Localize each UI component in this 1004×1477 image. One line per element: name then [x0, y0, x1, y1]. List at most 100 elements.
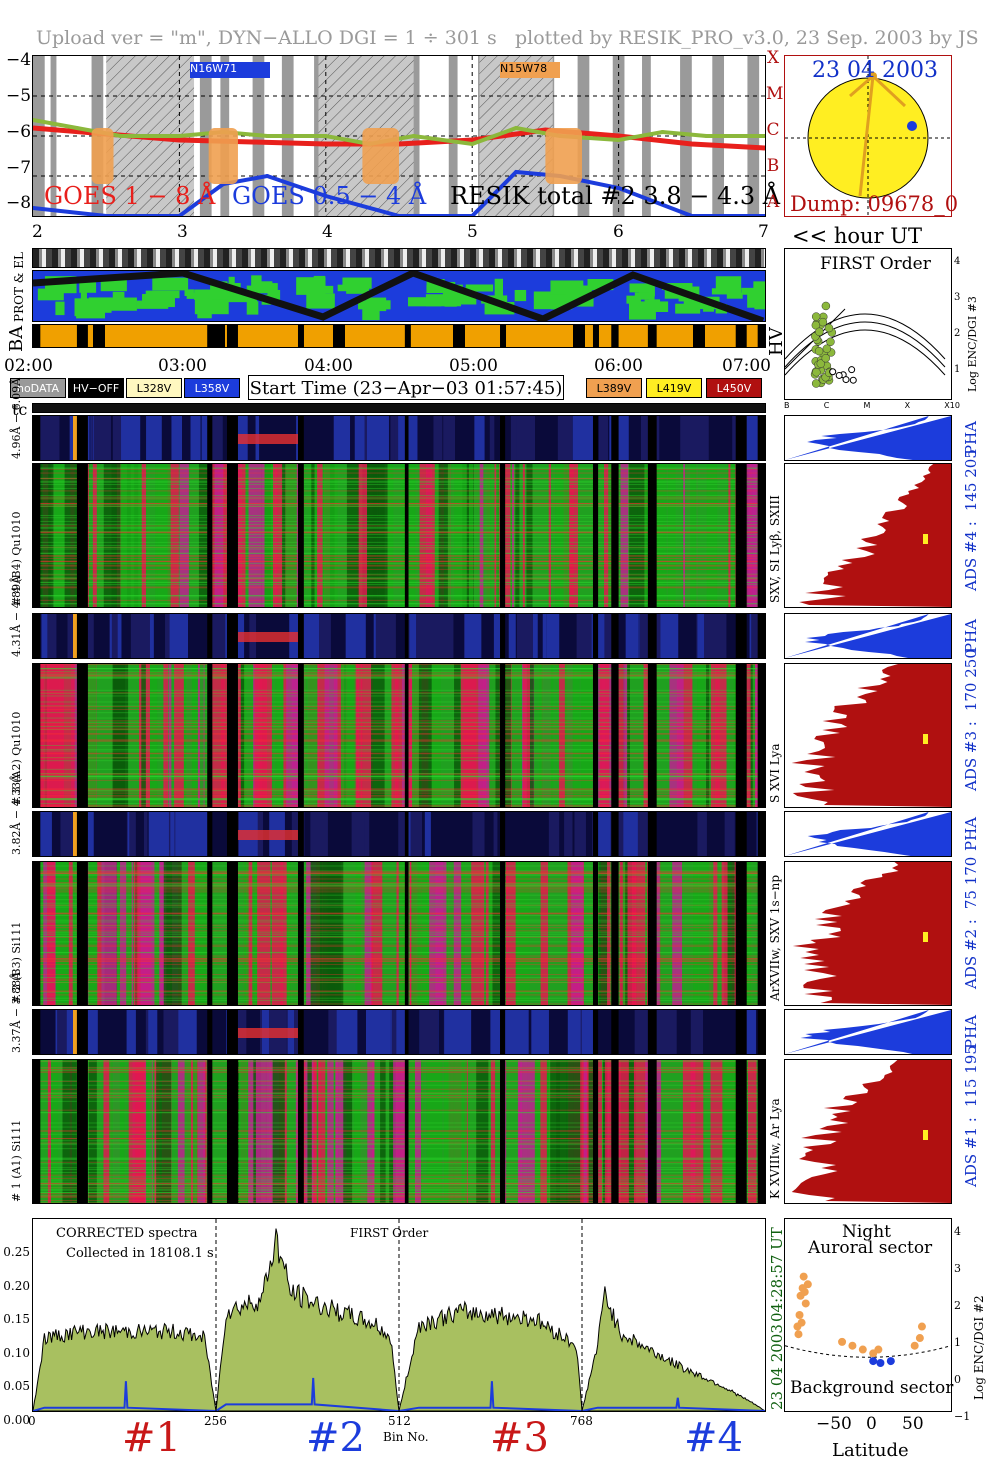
spectrogram-column	[629, 464, 640, 607]
spectrogram-row	[33, 553, 765, 555]
spectrogram-column	[168, 664, 172, 807]
saa-excursion	[545, 128, 582, 184]
spectrogram-column	[438, 464, 448, 607]
lat-point	[876, 1359, 885, 1367]
hour-tick: 3	[177, 222, 188, 242]
spectrogram-row	[33, 944, 765, 946]
spectrogram-column	[271, 862, 287, 1005]
strip-hvoff	[500, 416, 506, 460]
spectrogram-row	[33, 1191, 765, 1193]
spectrogram-row	[33, 882, 765, 884]
ads-label: ADS #4 : 145 205	[962, 449, 980, 591]
lat-point	[915, 1334, 924, 1343]
prot-blob	[228, 276, 235, 286]
pha-histogram	[785, 812, 951, 856]
pha-svg	[785, 1010, 951, 1054]
strip-band	[434, 614, 454, 658]
strip-band	[337, 416, 350, 460]
spectrogram-row	[33, 792, 765, 794]
spectrogram-hvoff	[226, 862, 238, 1005]
spectrogram-row	[33, 790, 765, 792]
spectrogram-row	[33, 1196, 765, 1198]
spectrogram-column	[103, 464, 109, 607]
spectrogram-row	[33, 514, 765, 516]
spectrogram-column	[476, 1060, 489, 1203]
spectrogram-row	[33, 873, 765, 875]
spectrogram-row	[33, 564, 765, 566]
spectrogram-row	[33, 933, 765, 935]
goes-y-tick: −8	[6, 193, 32, 213]
ads-histogram	[791, 664, 951, 807]
spectrogram-row	[33, 1172, 765, 1174]
spectrogram-row	[33, 967, 765, 969]
spectrogram-column	[490, 1060, 496, 1203]
ads-svg	[791, 664, 951, 807]
strip-band	[658, 614, 679, 658]
strip-band	[443, 416, 455, 460]
spectrogram-row	[33, 596, 765, 598]
spectrogram-row	[33, 523, 765, 525]
spectrogram-hvoff	[76, 464, 88, 607]
prot-blob	[753, 281, 765, 294]
ads-name: ADS #1 :	[962, 1117, 980, 1187]
spectrogram-row	[33, 1202, 765, 1203]
spectrogram-row	[33, 1067, 765, 1069]
fo-x-tick: X10	[944, 401, 960, 410]
spectrogram-row	[33, 1183, 765, 1185]
pha-panel	[784, 811, 952, 857]
spectrogram-column	[480, 862, 485, 1005]
spectrogram-row	[33, 729, 765, 731]
spectrogram-row	[33, 581, 765, 583]
spectrogram-row	[33, 773, 765, 775]
spectrogram-column	[38, 664, 50, 807]
spectrogram-column	[357, 464, 368, 607]
spectrogram-row	[33, 677, 765, 679]
spectrogram-row	[33, 931, 765, 933]
first-order-title: FIRST Order	[820, 254, 931, 274]
ads-panel	[784, 663, 952, 808]
spectrogram-column	[310, 862, 323, 1005]
fo-curve	[785, 313, 946, 360]
strip-band	[697, 812, 707, 856]
spectrogram-hvoff	[735, 1060, 747, 1203]
spectrogram-row	[33, 1189, 765, 1191]
spectrogram-column	[195, 1060, 206, 1203]
spectrogram-column	[435, 862, 447, 1005]
spectrogram-column	[478, 664, 490, 807]
strip-hvoff	[500, 614, 506, 658]
ads-marker	[923, 1130, 928, 1140]
spectrogram-column	[309, 1060, 321, 1203]
strip-band	[697, 614, 705, 658]
spectrogram-row	[33, 478, 765, 480]
strip-band	[594, 812, 612, 856]
spectrogram-column	[747, 1060, 755, 1203]
channel-strip-svg	[33, 812, 765, 856]
spectrogram-column	[163, 664, 169, 807]
strip-band	[409, 614, 417, 658]
fo-y-tick: 2	[954, 328, 961, 339]
spectrogram-row	[33, 723, 765, 725]
legend-l328: L328V	[126, 378, 182, 398]
strip-hvoff	[404, 812, 409, 856]
spectrogram-column	[272, 464, 283, 607]
spectrogram-row	[33, 673, 765, 675]
channel-number-4: #4	[684, 1415, 743, 1461]
strip-band	[391, 1010, 397, 1054]
ba-hvoff	[611, 325, 619, 347]
spectrogram-row	[33, 1071, 765, 1073]
spectrogram-column	[426, 1060, 443, 1203]
spectrogram-row	[33, 1133, 765, 1135]
spectrogram-row	[33, 1109, 765, 1111]
spectrogram-column	[569, 464, 574, 607]
strip-band	[201, 416, 210, 460]
spectrogram-row	[33, 1157, 765, 1159]
spectrogram-column	[285, 464, 298, 607]
class-a: A	[766, 192, 780, 212]
ads-panel	[784, 861, 952, 1006]
spectrogram-hvoff	[757, 1060, 765, 1203]
spectrogram-row	[33, 753, 765, 755]
spectrogram-column	[468, 464, 474, 607]
channel-range-label: 4.31Å − 4.89Å	[10, 575, 23, 657]
strip-hvoff	[207, 614, 213, 658]
channel-spectrogram-svg	[33, 1060, 765, 1203]
